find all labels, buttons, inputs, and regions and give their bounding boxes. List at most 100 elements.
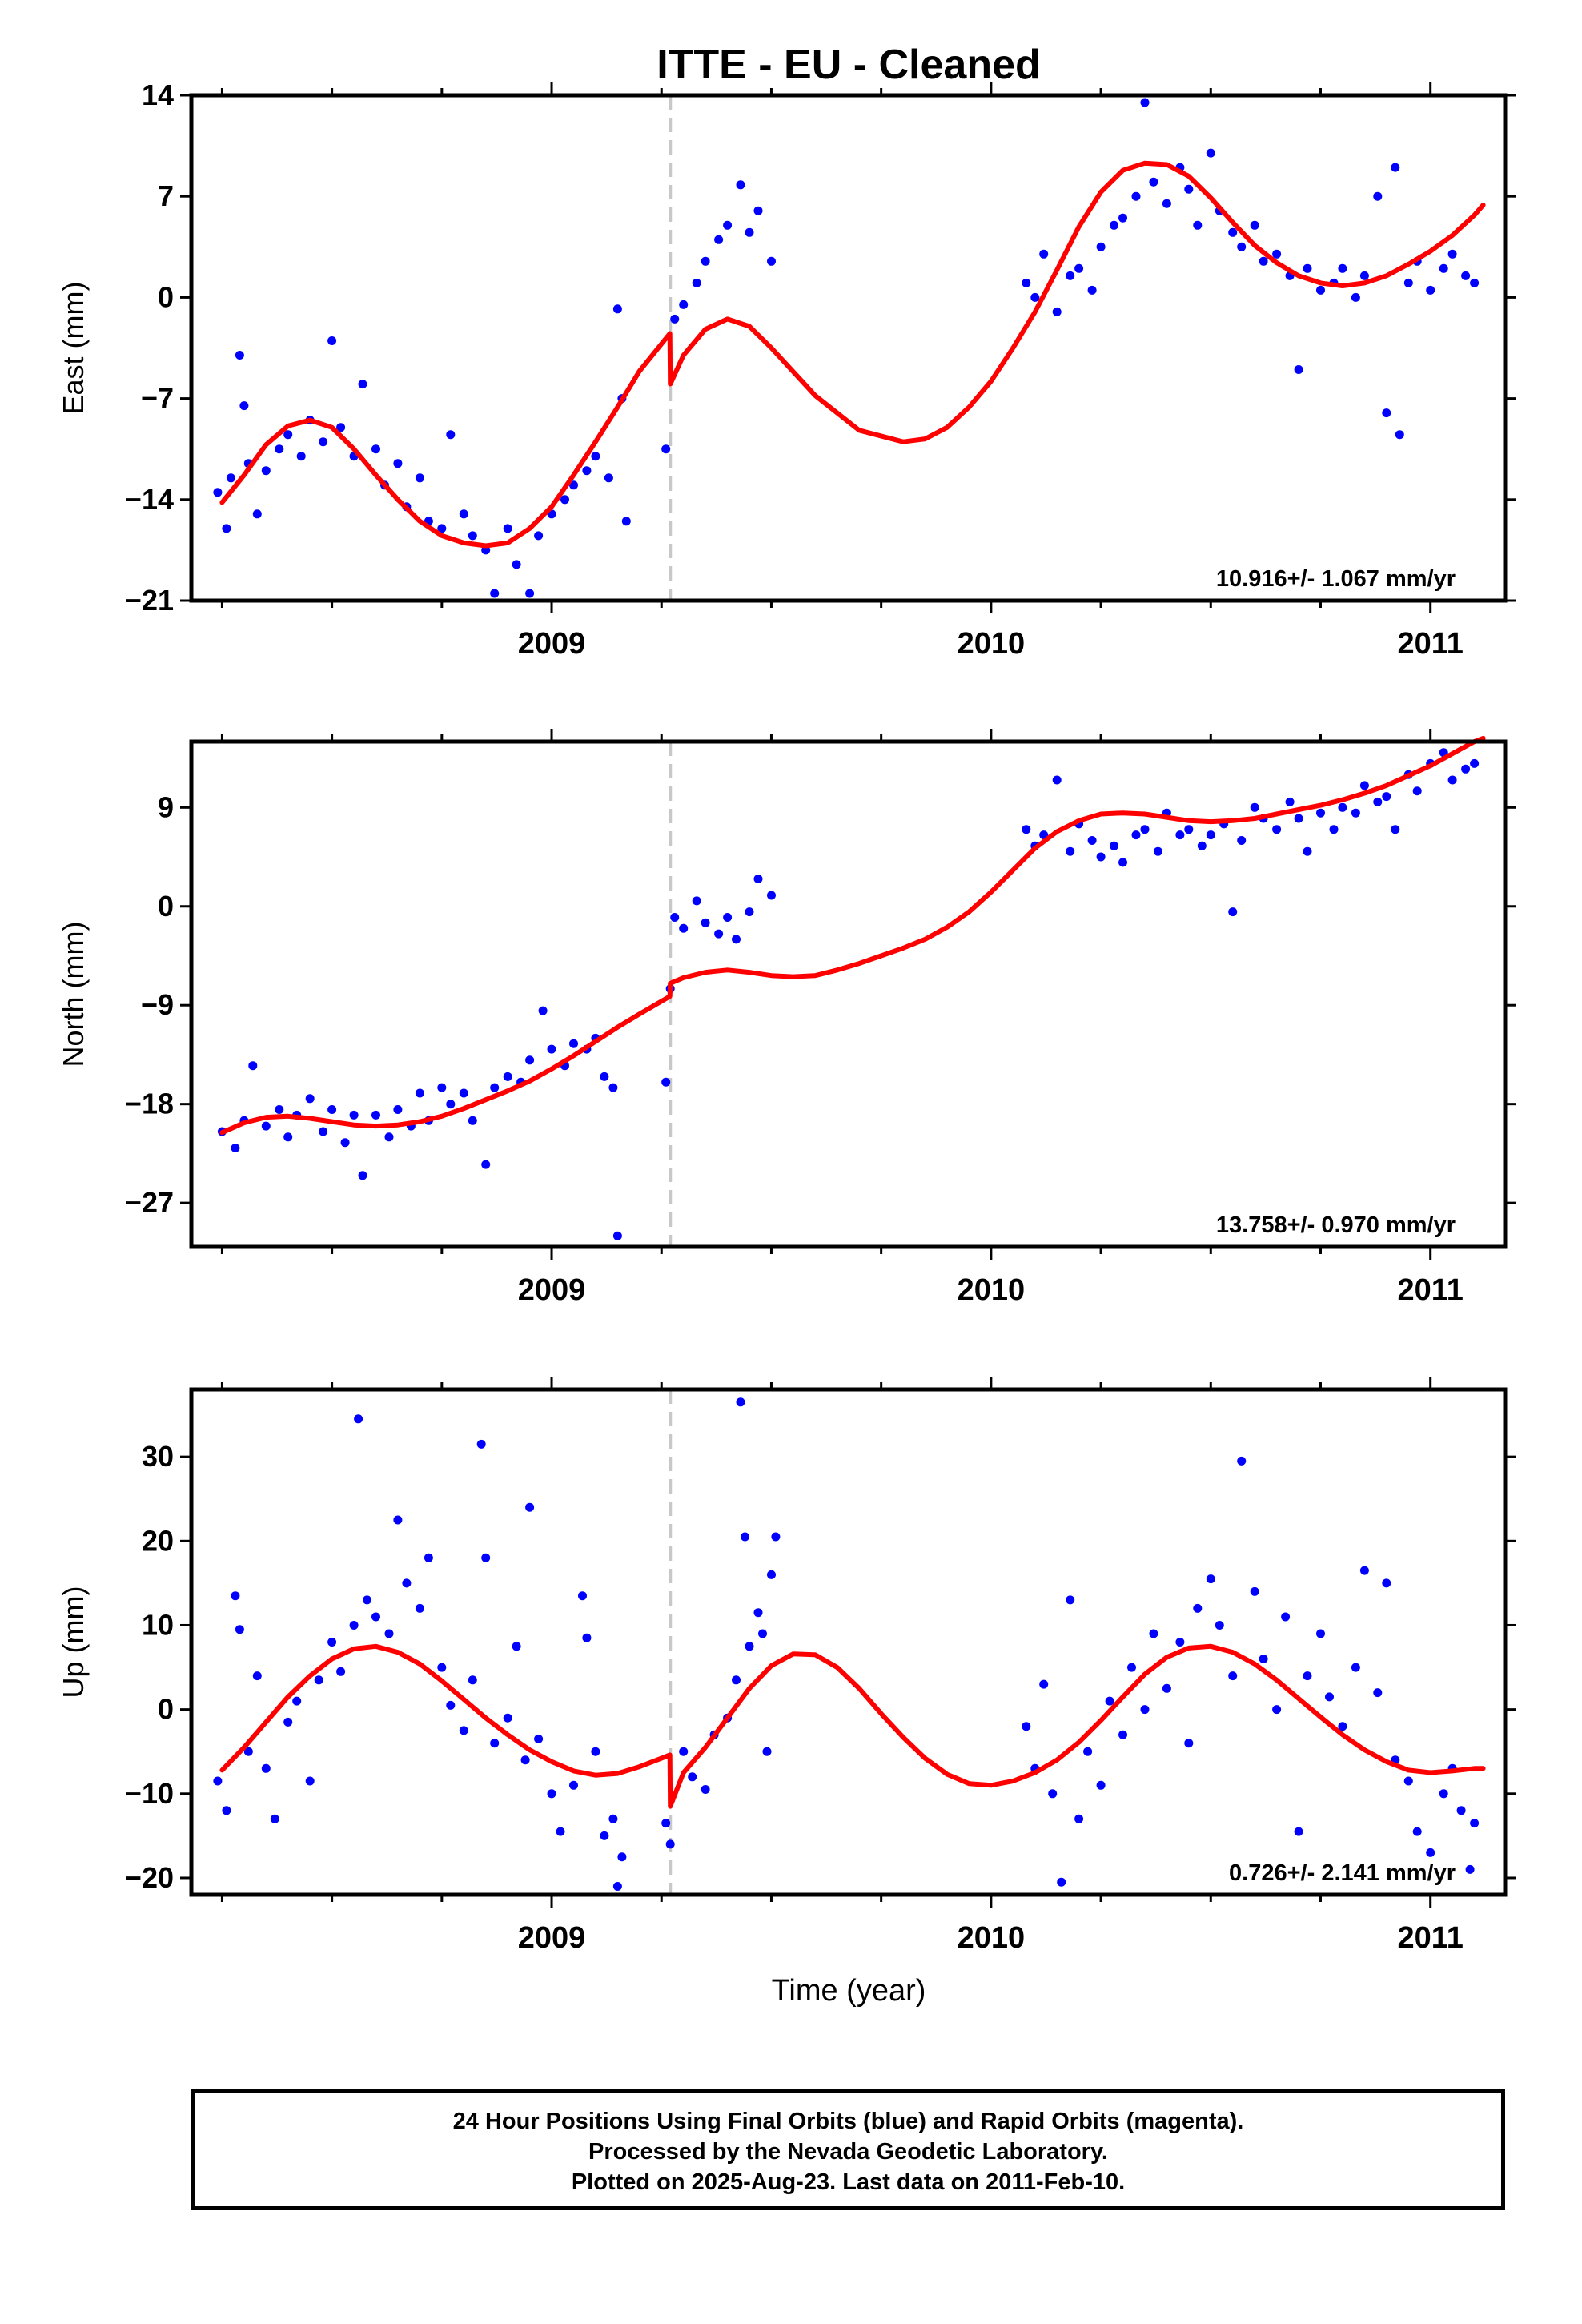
data-point (767, 891, 776, 900)
x-tick-label: 2009 (518, 627, 586, 661)
data-point (661, 1077, 671, 1087)
data-point (358, 1171, 367, 1180)
data-point (437, 1663, 447, 1672)
data-point (354, 1414, 363, 1424)
data-point (1083, 1747, 1093, 1756)
model-fit-curve (219, 735, 1486, 1136)
data-point (762, 1747, 772, 1756)
data-point (319, 1127, 328, 1136)
data-point (688, 1772, 697, 1782)
x-tick-label: 2011 (1397, 627, 1463, 661)
data-point (1228, 907, 1238, 917)
data-point (600, 1072, 609, 1081)
north-panel: 9 0 −9 −18 −27 2009 2010 2011 North (mm) 13.758+/… (57, 729, 1516, 1307)
data-point (701, 1785, 710, 1794)
data-point (336, 1667, 346, 1676)
data-point (1259, 256, 1268, 266)
data-point (252, 509, 262, 519)
data-point (1412, 1827, 1422, 1836)
data-point (1250, 1586, 1259, 1596)
y-tick-label: −20 (125, 1861, 174, 1894)
data-point (1149, 1629, 1158, 1638)
data-point (767, 1570, 776, 1579)
data-point (714, 929, 724, 939)
data-point (1250, 802, 1259, 812)
y-axis-label: North (mm) (57, 922, 90, 1068)
data-point (1412, 786, 1422, 796)
data-point (745, 1642, 754, 1651)
data-point (1294, 814, 1303, 823)
data-point (1359, 1566, 1369, 1575)
data-point (661, 444, 671, 454)
data-point (490, 589, 500, 598)
data-point (1272, 1705, 1282, 1715)
data-point (231, 1591, 240, 1601)
data-point (582, 466, 592, 476)
data-point (1184, 184, 1194, 194)
data-point (1022, 825, 1031, 834)
data-point (1359, 781, 1369, 790)
data-point (617, 1852, 627, 1862)
data-point (591, 1747, 600, 1756)
data-point (1351, 808, 1360, 818)
y-tick-label: −14 (125, 483, 174, 516)
data-point (1066, 846, 1075, 856)
data-point (569, 1039, 578, 1048)
data-point (612, 1231, 622, 1240)
data-point (1074, 263, 1084, 273)
data-point (1022, 1722, 1031, 1731)
data-point (415, 473, 424, 483)
data-point (538, 1006, 548, 1015)
footer-line-3: Plotted on 2025-Aug-23. Last data on 201… (571, 2169, 1126, 2195)
data-point (393, 1515, 403, 1525)
y-tick-label: 10 (142, 1608, 174, 1641)
data-point (1456, 1806, 1466, 1815)
data-point (1359, 271, 1369, 280)
y-tick-label: −9 (141, 988, 174, 1021)
velocity-label: 0.726+/- 2.141 mm/yr (1229, 1860, 1456, 1886)
data-point (371, 1110, 380, 1120)
data-point (1426, 285, 1435, 295)
data-point (525, 1502, 535, 1512)
data-point (1338, 1722, 1347, 1731)
data-point (1022, 278, 1031, 287)
data-point (415, 1088, 424, 1098)
data-point (1447, 249, 1457, 259)
data-point (226, 473, 235, 483)
data-point (1052, 775, 1062, 785)
data-point (665, 1839, 675, 1849)
data-point (732, 1675, 741, 1685)
data-point (1048, 1789, 1058, 1799)
data-point (1030, 292, 1040, 302)
data-point (723, 220, 733, 230)
data-point (1175, 830, 1185, 840)
data-point (1118, 213, 1127, 223)
data-point (1096, 242, 1106, 251)
data-point (679, 300, 689, 309)
data-point (1259, 1655, 1268, 1663)
data-point (468, 1116, 477, 1125)
data-point (608, 1083, 618, 1092)
data-point (534, 531, 544, 541)
data-point (1206, 148, 1215, 158)
data-point (1087, 836, 1097, 845)
data-point (393, 459, 403, 468)
data-point (415, 1603, 424, 1613)
data-point (701, 918, 710, 927)
velocity-label: 10.916+/- 1.067 mm/yr (1216, 566, 1456, 592)
data-point (1470, 278, 1480, 287)
data-point (1175, 1638, 1185, 1647)
data-point (736, 1397, 745, 1407)
data-point (520, 1755, 530, 1765)
data-point (723, 913, 733, 922)
data-point (753, 1608, 763, 1618)
footer-note: 24 Hour Positions Using Final Orbits (bl… (191, 2089, 1505, 2210)
data-point (1461, 764, 1471, 774)
data-point (701, 256, 710, 266)
data-point (1237, 242, 1247, 251)
data-point (336, 423, 346, 432)
data-point (1131, 191, 1141, 201)
data-point (371, 444, 380, 454)
data-point (512, 1642, 521, 1651)
